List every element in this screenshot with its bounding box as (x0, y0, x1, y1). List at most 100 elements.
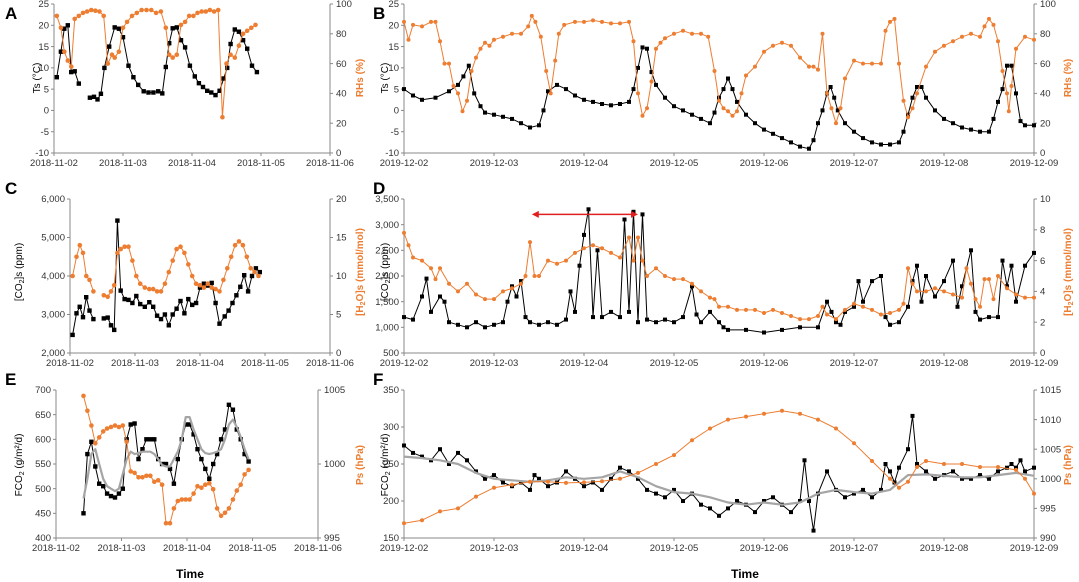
data-point (207, 476, 212, 481)
data-point (726, 76, 730, 81)
y-tick-label-left: 3,500 (375, 194, 399, 205)
data-point (81, 393, 86, 399)
data-point (170, 312, 175, 317)
y-tick-label-left: 500 (383, 348, 399, 359)
data-point (811, 138, 816, 143)
data-point (798, 144, 802, 149)
data-point (201, 281, 207, 286)
data-point (838, 322, 843, 327)
data-point (124, 19, 130, 25)
data-point (152, 479, 157, 485)
data-point (193, 300, 199, 306)
data-point (721, 325, 726, 330)
y-tick-label-left: 500 (35, 484, 51, 495)
data-point (645, 274, 649, 278)
data-point (148, 437, 153, 442)
data-point (120, 25, 126, 31)
data-point (883, 28, 888, 33)
data-point (919, 85, 924, 89)
x-axis-title-E: Time (176, 567, 204, 581)
data-point (564, 317, 568, 322)
data-point (474, 292, 478, 297)
data-point (609, 476, 613, 481)
data-point (118, 246, 123, 252)
data-point (906, 112, 910, 117)
data-point (1032, 491, 1036, 496)
data-point (942, 462, 946, 466)
series-ts (402, 45, 1036, 151)
data-point (1005, 465, 1009, 470)
data-point (712, 69, 717, 73)
data-point (969, 476, 973, 481)
data-point (537, 322, 541, 327)
data-point (228, 52, 233, 57)
data-point (101, 13, 106, 19)
data-point (85, 408, 90, 414)
data-point (888, 469, 892, 474)
data-point (897, 140, 901, 145)
y-tick-label-left: 15 (38, 42, 49, 53)
data-point (156, 89, 161, 94)
panel-letter-D: D (373, 179, 385, 198)
y-tick-label-left: 400 (35, 533, 51, 544)
data-point (519, 121, 523, 126)
data-point (546, 479, 550, 484)
x-tick-label: 2019-12-08 (920, 158, 969, 169)
data-point (85, 451, 90, 457)
data-point (672, 31, 676, 36)
y-tick-label-left: 2,500 (375, 246, 399, 257)
data-point (924, 469, 928, 474)
y-tick-label-left: 0 (44, 106, 49, 117)
data-point (789, 140, 793, 145)
data-point (1000, 69, 1005, 73)
data-point (104, 426, 110, 431)
data-point (996, 274, 1000, 278)
data-point (144, 437, 149, 442)
y-tick-label-left: 5,000 (41, 233, 65, 244)
y-tick-label-right: 1015 (1040, 385, 1061, 396)
data-point (402, 230, 406, 235)
data-point (218, 437, 224, 442)
data-point (510, 116, 514, 121)
data-point (167, 520, 173, 526)
data-point (456, 506, 460, 511)
data-point (162, 281, 168, 287)
x-tick-label: 2019-12-03 (470, 543, 519, 554)
data-point (70, 273, 75, 279)
data-point (969, 281, 973, 286)
data-point (447, 89, 451, 94)
data-point (973, 309, 978, 314)
data-point (460, 109, 465, 114)
data-point (690, 31, 694, 36)
data-point (146, 90, 151, 95)
data-point (142, 304, 147, 309)
data-point (915, 462, 919, 466)
data-point (101, 316, 106, 321)
data-point (492, 297, 496, 302)
data-point (991, 297, 996, 302)
data-point (829, 309, 834, 314)
y-tick-label-right: 0 (336, 348, 341, 359)
data-point (906, 447, 910, 452)
data-point (1014, 292, 1018, 297)
data-point (726, 417, 730, 422)
y-axis-label-right-A: RHs (%) (355, 59, 366, 97)
data-point (1023, 123, 1027, 128)
data-point (242, 451, 247, 457)
data-point (213, 92, 218, 98)
data-point (483, 476, 487, 481)
data-point (232, 242, 238, 248)
data-point (65, 58, 71, 63)
data-point (191, 13, 196, 19)
data-point (960, 476, 964, 481)
data-point (519, 31, 523, 36)
y-tick-label-right: 20 (336, 194, 347, 205)
data-point (870, 459, 874, 463)
data-point (960, 34, 964, 39)
data-point (649, 70, 654, 75)
data-point (163, 25, 169, 31)
data-point (942, 116, 946, 121)
data-point (852, 301, 856, 306)
data-point (492, 112, 496, 117)
data-point (564, 469, 568, 474)
